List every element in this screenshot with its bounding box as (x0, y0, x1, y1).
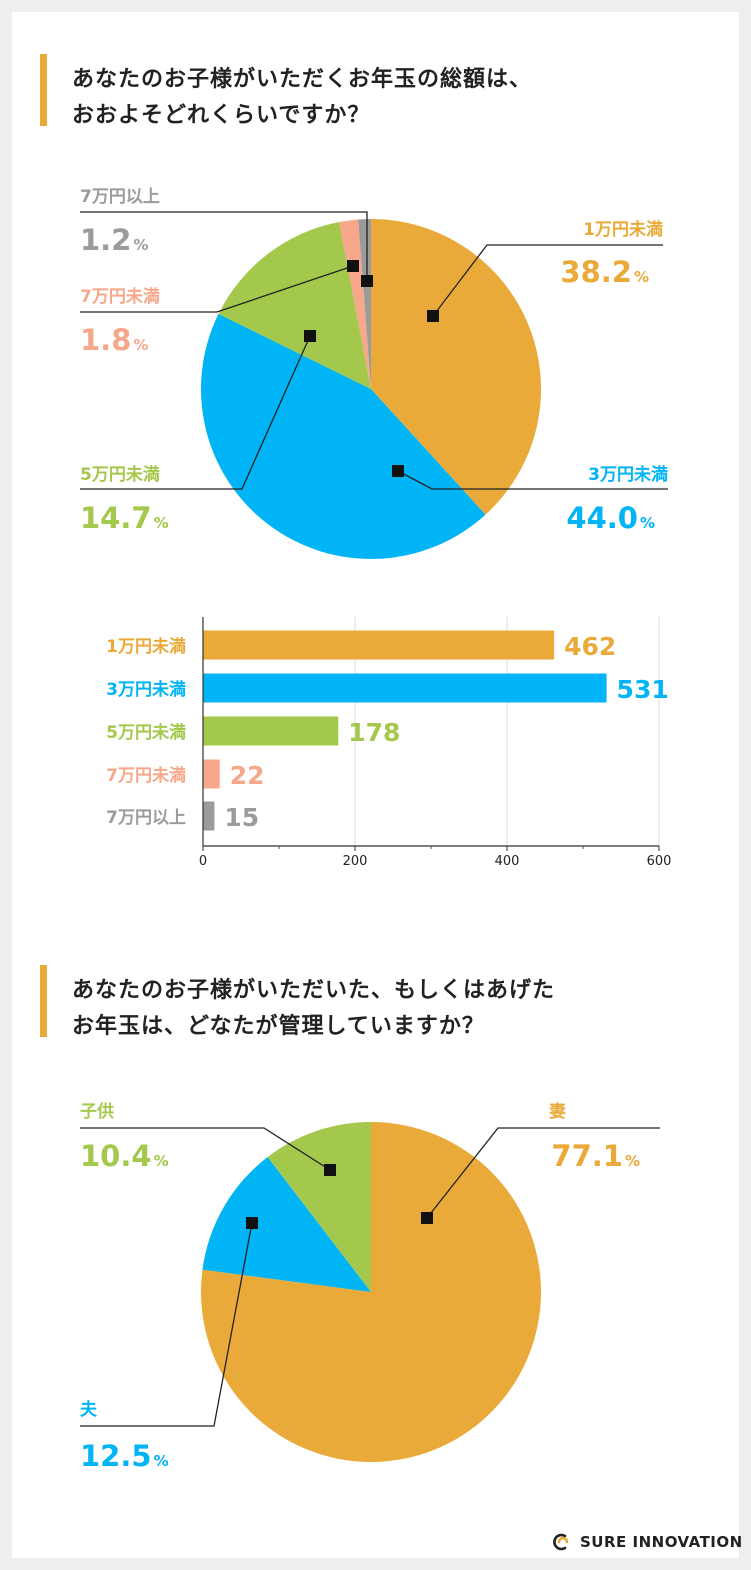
pie2-slice-0 (201, 1122, 542, 1463)
pie2-slice-1 (202, 1157, 371, 1292)
bar-category-label-2: 5万円未満 (106, 722, 186, 743)
logo-mark-icon (553, 1533, 569, 1551)
pie1-leader-marker-4 (361, 275, 373, 287)
bar-2 (203, 716, 339, 746)
pie1-slice-percent-sign-3: % (133, 336, 148, 354)
pie2-slice-label-1: 夫 (80, 1399, 98, 1420)
bar-4 (203, 801, 215, 831)
question2-title-line2: お年玉は、どなたが管理していますか？ (72, 1014, 485, 1039)
pie1-leader-marker-3 (347, 260, 359, 272)
question1-title-line2: おおよそどれくらいですか？ (72, 103, 371, 128)
pie1-slice-value-number-2: 14.7 (80, 501, 152, 535)
bar-value-label-2: 178 (348, 718, 400, 747)
question1-title-line1: あなたのお子様がいただくお年玉の総額は、 (72, 67, 533, 92)
pie1-slice-1 (201, 313, 486, 559)
logo-text: SURE INNOVATION (580, 1533, 743, 1551)
pie2-slice-percent-sign-0: % (625, 1152, 640, 1170)
pie1-slice-value-number-1: 44.0 (566, 501, 638, 535)
pie1-slice-4 (358, 218, 371, 389)
pie1-leader-line-2 (80, 335, 311, 490)
bar-x-tick-label-2: 400 (495, 854, 520, 869)
bar-3 (203, 759, 220, 789)
pie2-leader-line-2 (80, 1127, 331, 1171)
pie2-slice-value-1: 12.5% (80, 1439, 169, 1473)
pie1-slice-value-number-0: 38.2 (560, 255, 632, 289)
pie2-leader-line-0 (426, 1127, 660, 1219)
bar-1 (203, 673, 607, 703)
pie1-slice-value-1: 44.0% (566, 501, 655, 535)
pie2-leader-marker-0 (421, 1212, 433, 1224)
pie2-leader-marker-2 (324, 1164, 336, 1176)
sure-innovation-logo: SURE INNOVATION (550, 1530, 743, 1554)
pie1-slice-percent-sign-0: % (634, 268, 649, 286)
pie1-leader-marker-2 (304, 330, 316, 342)
pie1-slice-percent-sign-1: % (640, 514, 655, 532)
pie2-slice-label-2: 子供 (80, 1101, 114, 1122)
pie2-slice-value-0: 77.1% (551, 1139, 640, 1173)
pie2-slice-percent-sign-1: % (154, 1452, 169, 1470)
pie1-slice-label-2: 5万円未満 (80, 464, 160, 485)
pie1-slice-value-number-4: 1.2 (80, 223, 131, 257)
bar-0 (203, 630, 555, 660)
pie1-slice-percent-sign-4: % (133, 236, 148, 254)
pie1-slice-2 (218, 222, 371, 389)
pie2-slice-percent-sign-2: % (154, 1152, 169, 1170)
pie2-slice-label-0: 妻 (549, 1102, 566, 1122)
bar-value-label-3: 22 (230, 761, 265, 790)
bar-x-tick-label-0: 0 (199, 854, 207, 869)
pie1-leader-marker-1 (392, 465, 404, 477)
pie1-slice-value-0: 38.2% (560, 255, 649, 289)
pie1-leader-line-4 (80, 211, 368, 281)
pie1-slice-value-number-3: 1.8 (80, 323, 131, 357)
pie2-slice-value-number-2: 10.4 (80, 1139, 152, 1173)
pie1-slice-label-0: 1万円未満 (583, 219, 663, 240)
pie1-slice-label-4: 7万円以上 (80, 187, 160, 207)
bar-category-label-4: 7万円以上 (106, 808, 186, 828)
pie1-slice-label-1: 3万円未満 (588, 464, 668, 485)
bar-category-label-1: 3万円未満 (106, 679, 186, 700)
bar-value-label-0: 462 (564, 632, 616, 661)
pie2-slice-value-2: 10.4% (80, 1139, 169, 1173)
pie1-leader-line-3 (80, 265, 354, 313)
pie1-slice-value-3: 1.8% (80, 323, 148, 357)
pie1-leader-line-1 (397, 470, 668, 490)
pie1-slice-percent-sign-2: % (154, 514, 169, 532)
pie1-leader-marker-0 (427, 310, 439, 322)
bar-category-label-0: 1万円未満 (106, 636, 186, 657)
pie2-slice-value-number-0: 77.1 (551, 1139, 623, 1173)
question2-title-line1: あなたのお子様がいただいた、もしくはあげた (72, 978, 556, 1003)
question2-accent-bar (40, 965, 47, 1037)
bar-category-label-3: 7万円未満 (106, 765, 186, 786)
pie2-leader-marker-1 (246, 1217, 258, 1229)
pie1-slice-value-2: 14.7% (80, 501, 169, 535)
bar-value-label-4: 15 (224, 803, 259, 832)
bar-x-tick-label-3: 600 (647, 854, 672, 869)
bar-value-label-1: 531 (617, 675, 669, 704)
bar-x-tick-label-1: 200 (343, 854, 368, 869)
pie2-slice-2 (267, 1122, 371, 1292)
pie1-slice-label-3: 7万円未満 (80, 286, 160, 307)
pie2-leader-line-1 (80, 1222, 253, 1427)
pie1-leader-line-0 (432, 244, 663, 317)
pie1-slice-value-4: 1.2% (80, 223, 148, 257)
question1-accent-bar (40, 54, 47, 126)
pie2-slice-value-number-1: 12.5 (80, 1439, 152, 1473)
pie1-slice-0 (371, 219, 542, 515)
